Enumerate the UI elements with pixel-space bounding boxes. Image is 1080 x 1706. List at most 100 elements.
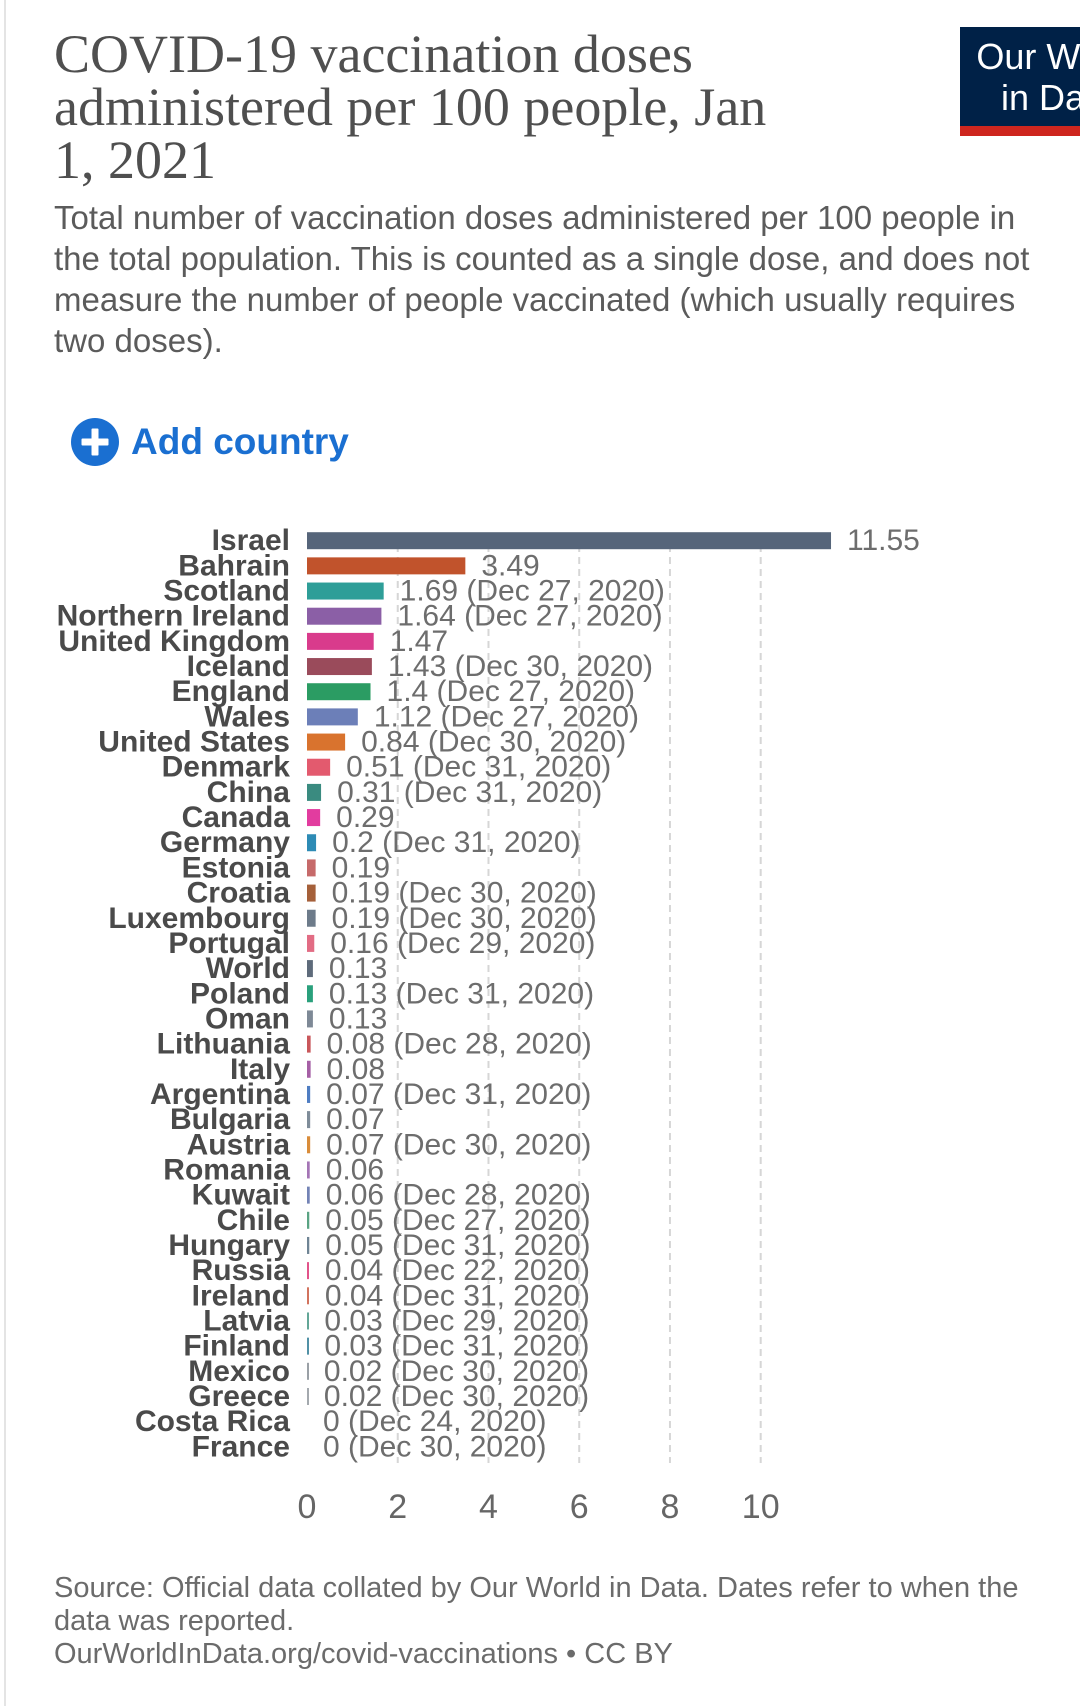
bar-iceland	[307, 658, 372, 676]
country-label-ireland: Ireland	[192, 1279, 290, 1312]
value-label-portugal: 0.16 (Dec 29, 2020)	[330, 927, 595, 960]
bar-kuwait	[307, 1186, 310, 1204]
bar-china	[307, 783, 322, 801]
country-label-lithuania: Lithuania	[157, 1028, 291, 1061]
add-country-label: Add country	[131, 421, 349, 462]
value-label-estonia: 0.19	[332, 851, 390, 884]
country-label-northern-ireland: Northern Ireland	[57, 600, 290, 633]
country-label-oman: Oman	[205, 1002, 290, 1035]
bar-chile	[307, 1211, 310, 1229]
value-label-united-states: 0.84 (Dec 30, 2020)	[361, 726, 626, 759]
value-label-bahrain: 3.49	[481, 549, 539, 582]
bar-israel	[307, 532, 832, 550]
value-label-world: 0.13	[329, 952, 387, 985]
bar-luxembourg	[307, 909, 316, 927]
country-label-china: China	[207, 776, 291, 809]
value-label-hungary: 0.05 (Dec 31, 2020)	[325, 1229, 590, 1262]
value-label-scotland: 1.69 (Dec 27, 2020)	[400, 575, 665, 608]
value-label-finland: 0.03 (Dec 31, 2020)	[324, 1330, 589, 1363]
bar-bulgaria	[307, 1111, 311, 1129]
chart-url-link[interactable]: OurWorldInData.org/covid-vaccinations	[54, 1638, 558, 1670]
bar-united-kingdom	[307, 632, 374, 650]
bar-scotland	[307, 582, 384, 600]
country-label-israel: Israel	[212, 524, 290, 557]
country-label-chile: Chile	[217, 1204, 290, 1237]
x-tick-label-8: 8	[660, 1488, 679, 1526]
value-label-mexico: 0.02 (Dec 30, 2020)	[324, 1355, 589, 1388]
bar-germany	[307, 834, 317, 852]
bar-lithuania	[307, 1035, 311, 1053]
bar-estonia	[307, 859, 316, 877]
value-label-ireland: 0.04 (Dec 31, 2020)	[325, 1279, 590, 1312]
value-label-croatia: 0.19 (Dec 30, 2020)	[332, 877, 597, 910]
license-link[interactable]: CC BY	[584, 1638, 673, 1670]
value-label-england: 1.4 (Dec 27, 2020)	[387, 675, 635, 708]
bar-latvia	[307, 1312, 309, 1330]
bar-croatia	[307, 884, 316, 902]
country-label-croatia: Croatia	[187, 877, 291, 910]
country-label-world: World	[206, 952, 290, 985]
country-label-italy: Italy	[230, 1053, 290, 1086]
horizontal-bar-chart: Israel 11.55 Bahrain 3.49 Scotland 1.69 (Dec …	[57, 524, 920, 1526]
value-label-oman: 0.13	[329, 1002, 387, 1035]
country-label-scotland: Scotland	[163, 575, 290, 608]
country-label-bahrain: Bahrain	[178, 549, 290, 582]
bar-greece	[307, 1387, 309, 1405]
country-label-england: England	[172, 675, 290, 708]
source-note: Source: Official data collated by Our Wo…	[54, 1572, 1019, 1637]
value-label-france: 0 (Dec 30, 2020)	[323, 1430, 546, 1463]
value-label-northern-ireland: 1.64 (Dec 27, 2020)	[397, 600, 662, 633]
bar-world	[307, 960, 313, 978]
bar-denmark	[307, 758, 331, 776]
country-label-hungary: Hungary	[168, 1229, 290, 1262]
bar-portugal	[307, 934, 315, 952]
bar-mexico	[307, 1362, 309, 1380]
value-label-argentina: 0.07 (Dec 31, 2020)	[326, 1078, 591, 1111]
x-tick-label-2: 2	[388, 1488, 407, 1526]
country-label-united-kingdom: United Kingdom	[58, 625, 290, 658]
x-tick-label-10: 10	[742, 1488, 780, 1526]
value-label-israel: 11.55	[847, 524, 920, 557]
card-left-border	[4, 0, 6, 1706]
bar-united-states	[307, 733, 346, 751]
plus-circle-icon	[71, 418, 119, 466]
country-label-kuwait: Kuwait	[192, 1179, 290, 1212]
owid-logo[interactable]: Our World in Data	[960, 27, 1080, 136]
bar-canada	[307, 809, 321, 827]
country-label-france: France	[192, 1430, 290, 1463]
value-label-luxembourg: 0.19 (Dec 30, 2020)	[332, 902, 597, 935]
add-country-button[interactable]: Add country	[71, 418, 349, 466]
chart-subtitle: Total number of vaccination doses admini…	[54, 199, 1030, 359]
logo-red-stripe	[960, 126, 1080, 136]
country-label-portugal: Portugal	[168, 927, 290, 960]
country-label-finland: Finland	[183, 1330, 290, 1363]
separator-dot: •	[566, 1638, 577, 1670]
bar-wales	[307, 708, 358, 726]
bar-finland	[307, 1337, 309, 1355]
value-label-kuwait: 0.06 (Dec 28, 2020)	[326, 1179, 591, 1212]
value-label-austria: 0.07 (Dec 30, 2020)	[326, 1128, 591, 1161]
country-label-greece: Greece	[188, 1380, 290, 1413]
value-label-iceland: 1.43 (Dec 30, 2020)	[388, 650, 653, 683]
country-label-canada: Canada	[182, 801, 291, 834]
bar-poland	[307, 985, 313, 1003]
bar-italy	[307, 1060, 311, 1078]
value-label-costa-rica: 0 (Dec 24, 2020)	[323, 1405, 546, 1438]
value-label-canada: 0.29	[336, 801, 394, 834]
bar-oman	[307, 1010, 313, 1028]
footer-links: OurWorldInData.org/covid-vaccinations • …	[54, 1638, 1054, 1671]
value-label-greece: 0.02 (Dec 30, 2020)	[324, 1380, 589, 1413]
country-label-latvia: Latvia	[203, 1304, 290, 1337]
value-label-germany: 0.2 (Dec 31, 2020)	[332, 826, 580, 859]
country-label-russia: Russia	[192, 1254, 291, 1287]
value-label-wales: 1.12 (Dec 27, 2020)	[374, 700, 639, 733]
bar-austria	[307, 1136, 311, 1154]
value-label-poland: 0.13 (Dec 31, 2020)	[329, 977, 594, 1010]
bar-hungary	[307, 1236, 310, 1254]
logo-text-line-2: in Data	[1000, 77, 1080, 118]
value-label-russia: 0.04 (Dec 22, 2020)	[325, 1254, 590, 1287]
bar-ireland	[307, 1287, 309, 1305]
value-label-romania: 0.06	[326, 1153, 384, 1186]
bar-romania	[307, 1161, 310, 1179]
country-label-romania: Romania	[163, 1153, 290, 1186]
